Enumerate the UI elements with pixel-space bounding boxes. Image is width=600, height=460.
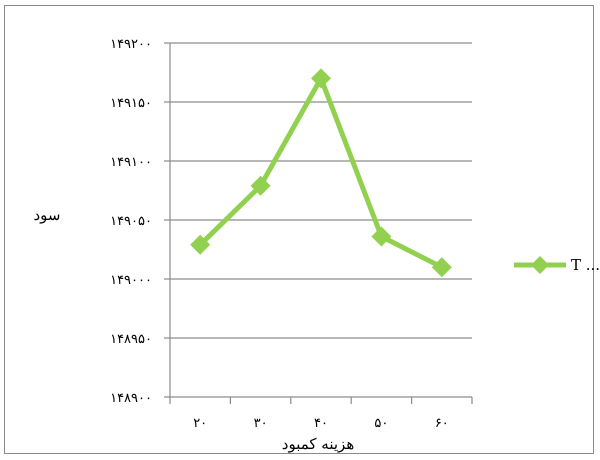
y-tick-label: ۱۴۹۲۰۰	[110, 37, 152, 52]
legend: T ...	[514, 256, 600, 274]
y-tick-label: ۱۴۸۹۰۰	[110, 391, 152, 406]
data-point-diamond	[431, 257, 452, 278]
x-axis-title: هزینه کمبود	[282, 435, 355, 453]
y-tick-label: ۱۴۹۰۰۰	[110, 273, 152, 288]
y-tick-label: ۱۴۸۹۵۰	[110, 332, 152, 347]
y-axis-title: سود	[34, 206, 61, 224]
x-tick-label: ۲۰	[193, 416, 207, 431]
y-tick-label: ۱۴۹۱۵۰	[110, 96, 152, 111]
legend-marker-diamond	[531, 256, 549, 274]
x-tick-label: ۶۰	[435, 416, 449, 431]
series-line	[198, 75, 443, 270]
legend-label: T ...	[571, 256, 600, 274]
data-point-diamond	[190, 234, 211, 255]
data-point-diamond	[311, 68, 331, 89]
axes	[164, 42, 473, 404]
chart-frame	[4, 5, 594, 454]
x-tick-label: ۴۰	[314, 416, 328, 431]
y-tick-labels: ۱۴۸۹۰۰ ۱۴۸۹۵۰ ۱۴۹۰۰۰ ۱۴۹۰۵۰ ۱۴۹۱۰۰ ۱۴۹۱۵۰ ۱۴۹۲…	[110, 37, 152, 406]
x-tick-label: ۵۰	[374, 416, 388, 431]
x-tick-labels: ۲۰ ۳۰ ۴۰ ۵۰ ۶۰	[193, 416, 449, 431]
data-point-diamond	[250, 175, 271, 196]
x-tick-label: ۳۰	[254, 416, 268, 431]
series	[190, 68, 452, 278]
data-point-diamond	[371, 226, 392, 247]
y-tick-label: ۱۴۹۱۰۰	[110, 155, 152, 170]
gridlines	[170, 42, 472, 339]
y-tick-label: ۱۴۹۰۵۰	[110, 214, 152, 229]
